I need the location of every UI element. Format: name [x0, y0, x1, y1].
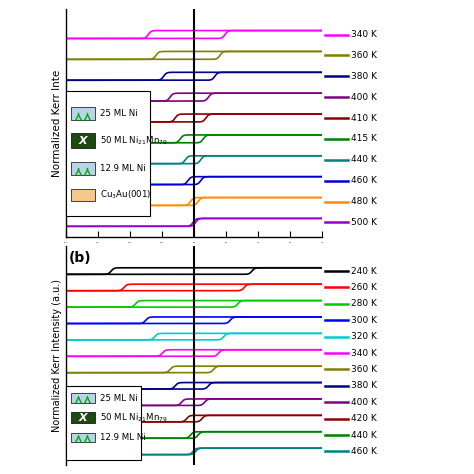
Text: 360 K: 360 K — [351, 51, 377, 60]
Text: 440 K: 440 K — [351, 430, 376, 439]
Text: 300 K: 300 K — [351, 316, 377, 325]
Text: 410 K: 410 K — [351, 113, 377, 122]
Text: 400 K: 400 K — [351, 92, 377, 101]
Text: 380 K: 380 K — [351, 381, 377, 390]
Text: 500 K: 500 K — [351, 218, 377, 227]
Bar — [72, 411, 94, 423]
Text: 50 ML Ni$_{21}$Mn$_{79}$: 50 ML Ni$_{21}$Mn$_{79}$ — [100, 135, 167, 147]
Text: 320 K: 320 K — [351, 332, 377, 341]
Text: Cu$_3$Au(001): Cu$_3$Au(001) — [100, 189, 151, 201]
Text: 400 K: 400 K — [351, 398, 377, 407]
Y-axis label: Normalized Kerr Inte: Normalized Kerr Inte — [52, 70, 62, 177]
Text: X: X — [79, 412, 87, 422]
Text: 440 K: 440 K — [351, 155, 376, 164]
Bar — [66, 386, 141, 460]
Bar — [72, 393, 94, 403]
Text: 340 K: 340 K — [351, 348, 377, 357]
Text: 25 ML Ni: 25 ML Ni — [100, 394, 137, 403]
Text: X: X — [79, 136, 87, 146]
Text: 12.9 ML Ni: 12.9 ML Ni — [100, 433, 145, 442]
Text: 280 K: 280 K — [351, 300, 377, 309]
Y-axis label: Normalized Kerr Intensity (a.u.): Normalized Kerr Intensity (a.u.) — [52, 279, 62, 432]
Text: 240 K: 240 K — [351, 266, 376, 275]
Bar — [72, 134, 94, 148]
Text: 415 K: 415 K — [351, 135, 377, 144]
Bar — [72, 107, 94, 120]
Text: 340 K: 340 K — [351, 30, 377, 39]
Text: (b): (b) — [69, 251, 91, 265]
Text: 360 K: 360 K — [351, 365, 377, 374]
Bar — [72, 189, 94, 201]
Text: 420 K: 420 K — [351, 414, 376, 423]
Text: 460 K: 460 K — [351, 176, 377, 185]
Bar — [72, 162, 94, 175]
Text: 260 K: 260 K — [351, 283, 377, 292]
Bar — [72, 433, 94, 442]
Text: 480 K: 480 K — [351, 197, 377, 206]
Text: 460 K: 460 K — [351, 447, 377, 456]
Text: 25 ML Ni: 25 ML Ni — [100, 109, 137, 118]
Bar — [66, 91, 150, 216]
Text: 50 ML Ni$_{21}$Mn$_{79}$: 50 ML Ni$_{21}$Mn$_{79}$ — [100, 411, 167, 424]
Text: 380 K: 380 K — [351, 72, 377, 81]
Text: 12.9 ML Ni: 12.9 ML Ni — [100, 164, 145, 173]
